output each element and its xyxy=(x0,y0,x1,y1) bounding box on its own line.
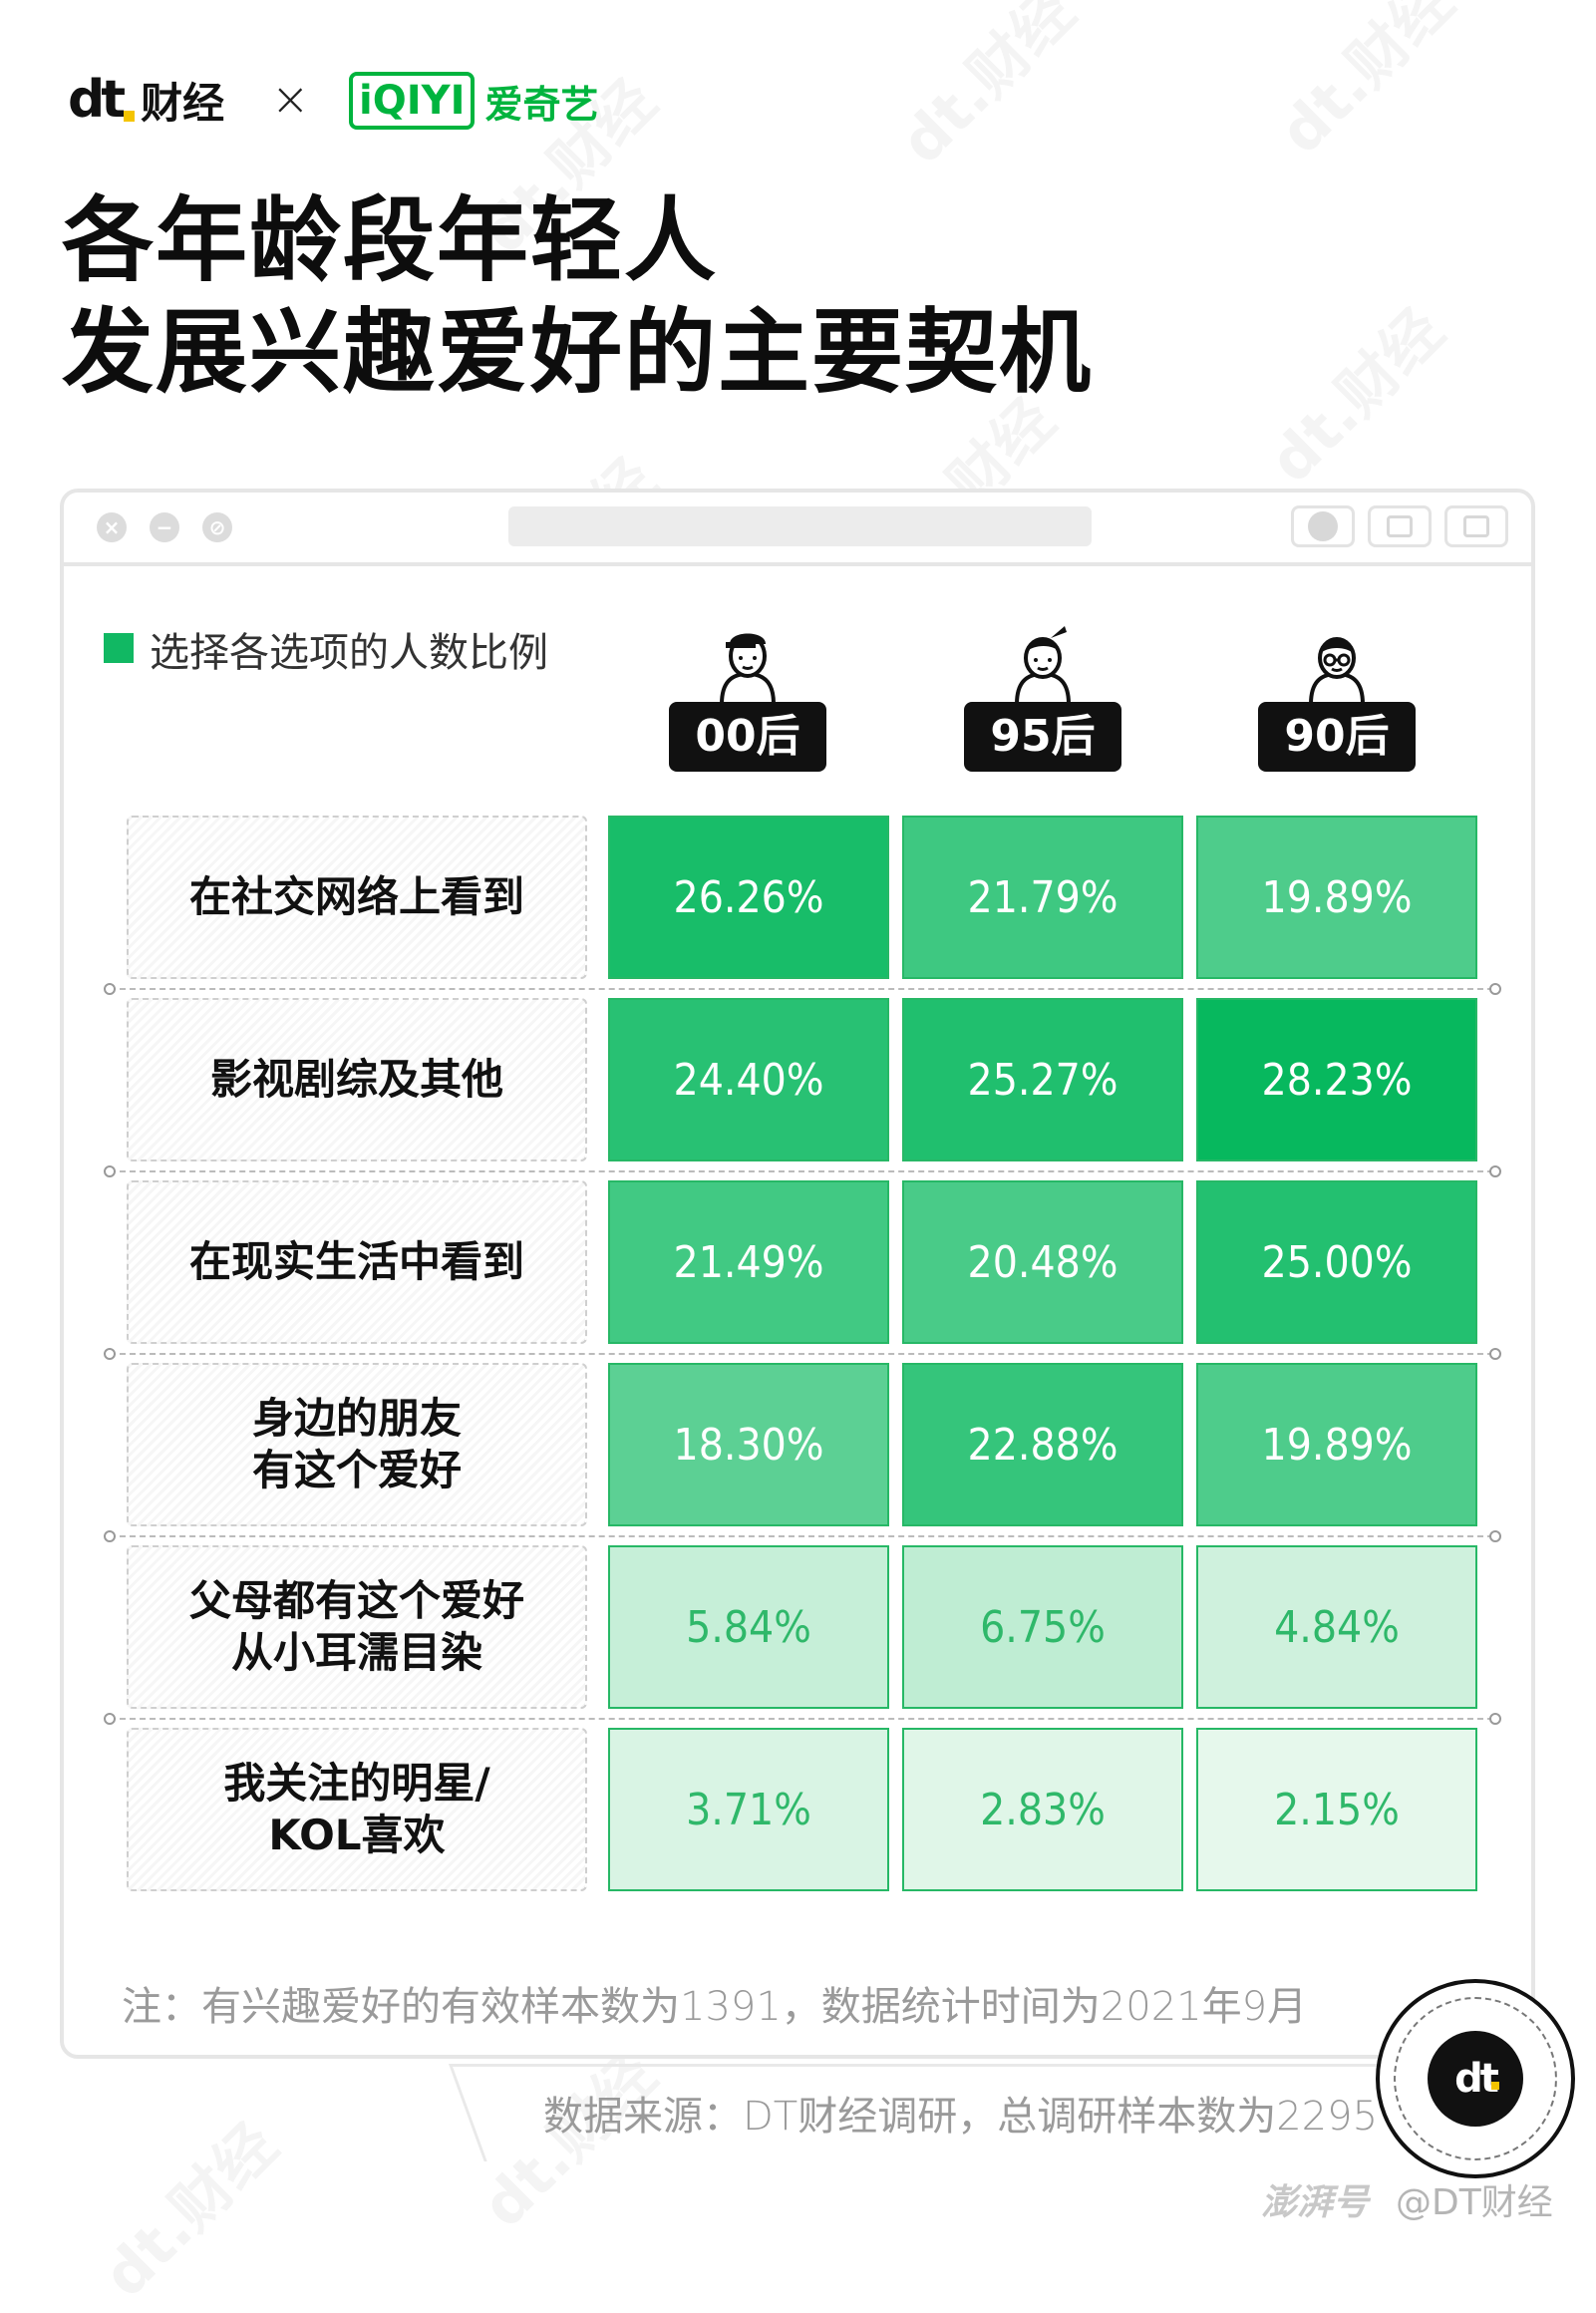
share-icon xyxy=(1387,515,1413,537)
value-cell: 3.71% xyxy=(608,1728,889,1891)
separator-dot xyxy=(1489,1348,1501,1360)
title-line-1: 各年龄段年轻人 xyxy=(62,186,719,294)
glasses-person-icon xyxy=(1309,637,1365,704)
separator-dot xyxy=(104,1348,116,1360)
separator-dot xyxy=(1489,1165,1501,1177)
dt-logo-mark: dt xyxy=(68,70,126,130)
value-cell: 25.00% xyxy=(1196,1180,1477,1344)
value-cell: 6.75% xyxy=(902,1545,1183,1709)
value-cell: 22.88% xyxy=(902,1363,1183,1526)
watermark: dt.财经 xyxy=(878,0,1091,179)
separator-dot xyxy=(1489,1530,1501,1542)
data-source: 数据来源：DT财经调研，总调研样本数为2295 xyxy=(543,2094,1379,2140)
record-icon xyxy=(1308,511,1338,541)
value-cell: 25.27% xyxy=(902,998,1183,1161)
platform-credit: 澎湃号 xyxy=(1261,2182,1370,2223)
watermark: dt.财经 xyxy=(1247,286,1459,498)
legend-label: 选择各选项的人数比例 xyxy=(150,630,548,676)
close-icon: × xyxy=(97,512,127,542)
row-label: 影视剧综及其他 xyxy=(127,998,587,1161)
row-label: 在社交网络上看到 xyxy=(127,816,587,979)
minimize-icon: − xyxy=(150,512,179,542)
ponytail-person-icon xyxy=(1015,626,1071,704)
collab-times-sign: × xyxy=(271,72,310,126)
iqiyi-logo-mark: iQIYI xyxy=(349,72,476,130)
dt-logo-dot xyxy=(124,111,136,122)
row-separator xyxy=(110,1353,1493,1355)
watermark: dt.财经 xyxy=(81,2101,293,2313)
dt-seal-dot xyxy=(1491,2082,1499,2090)
column-header-00: 00后 xyxy=(600,620,895,772)
row-separator xyxy=(110,1718,1493,1720)
record-button xyxy=(1291,505,1355,547)
row-label: 在现实生活中看到 xyxy=(127,1180,587,1344)
column-label-00: 00后 xyxy=(669,702,826,772)
browser-toolbar xyxy=(60,489,1535,566)
value-cell: 21.49% xyxy=(608,1180,889,1344)
dt-finance-logo: dt 财经 xyxy=(68,70,224,130)
value-cell: 19.89% xyxy=(1196,816,1477,979)
separator-dot xyxy=(104,1713,116,1725)
value-cell: 2.83% xyxy=(902,1728,1183,1891)
value-cell: 26.26% xyxy=(608,816,889,979)
page-title: 各年龄段年轻人 发展兴趣爱好的主要契机 xyxy=(62,184,1093,408)
no-entry-icon: ⊘ xyxy=(202,512,232,542)
watermark: dt.财经 xyxy=(1257,0,1469,169)
legend-swatch xyxy=(104,633,134,663)
column-label-95: 95后 xyxy=(964,702,1121,772)
dt-seal-ring xyxy=(1394,1997,1557,2160)
column-label-90: 90后 xyxy=(1258,702,1416,772)
row-separator xyxy=(110,1535,1493,1537)
row-label: 我关注的明星/ KOL喜欢 xyxy=(127,1728,587,1891)
copy-icon xyxy=(1463,515,1489,537)
iqiyi-logo: iQIYI 爱奇艺 xyxy=(349,70,598,132)
iqiyi-logo-name: 爱奇艺 xyxy=(484,82,599,127)
dt-logo-name: 财经 xyxy=(141,78,225,128)
row-separator xyxy=(110,1170,1493,1172)
separator-dot xyxy=(104,1530,116,1542)
row-label: 父母都有这个爱好 从小耳濡目染 xyxy=(127,1545,587,1709)
value-cell: 18.30% xyxy=(608,1363,889,1526)
copy-button xyxy=(1444,505,1508,547)
separator-dot xyxy=(104,1165,116,1177)
separator-dot xyxy=(1489,983,1501,995)
value-cell: 24.40% xyxy=(608,998,889,1161)
value-cell: 5.84% xyxy=(608,1545,889,1709)
cap-person-icon xyxy=(720,633,776,704)
dt-seal-mark: dt xyxy=(1428,2031,1523,2127)
address-bar xyxy=(508,506,1092,546)
sample-note: 注：有兴趣爱好的有效样本数为1391，数据统计时间为2021年9月 xyxy=(122,1984,1308,2030)
value-cell: 21.79% xyxy=(902,816,1183,979)
author-credit: @DT财经 xyxy=(1396,2182,1553,2223)
value-cell: 19.89% xyxy=(1196,1363,1477,1526)
value-cell: 4.84% xyxy=(1196,1545,1477,1709)
separator-dot xyxy=(104,983,116,995)
value-cell: 20.48% xyxy=(902,1180,1183,1344)
column-header-95: 95后 xyxy=(895,620,1190,772)
row-label: 身边的朋友 有这个爱好 xyxy=(127,1363,587,1526)
share-button xyxy=(1368,505,1432,547)
separator-dot xyxy=(1489,1713,1501,1725)
column-header-90: 90后 xyxy=(1189,620,1484,772)
row-separator xyxy=(110,988,1493,990)
value-cell: 2.15% xyxy=(1196,1728,1477,1891)
title-line-2: 发展兴趣爱好的主要契机 xyxy=(62,298,1094,406)
value-cell: 28.23% xyxy=(1196,998,1477,1161)
